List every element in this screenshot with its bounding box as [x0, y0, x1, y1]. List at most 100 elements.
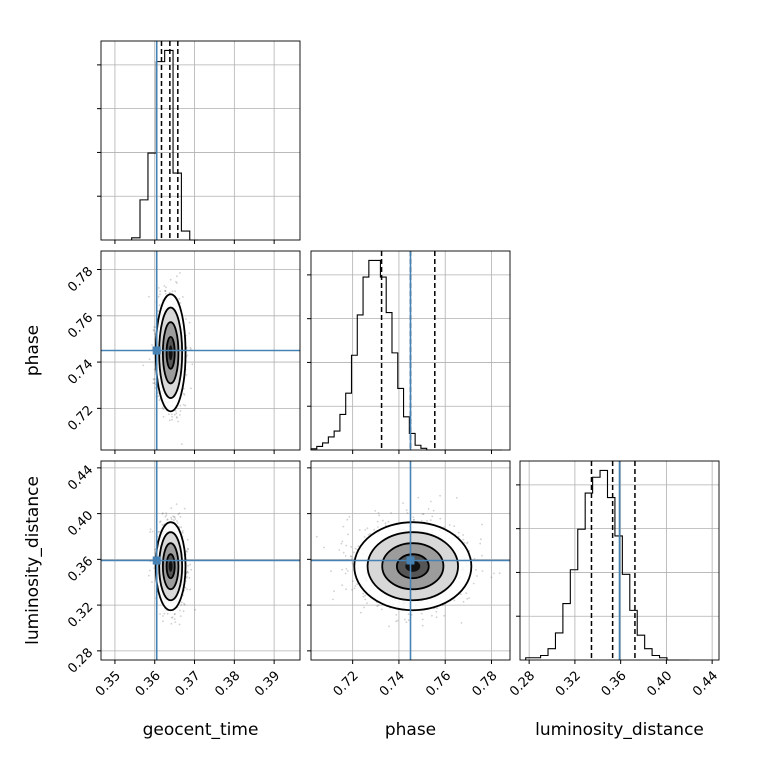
sample-point: [473, 557, 476, 560]
sample-point: [188, 321, 191, 324]
sample-point: [153, 378, 155, 381]
sample-point: [480, 538, 482, 541]
sample-point: [175, 412, 178, 415]
sample-point: [169, 278, 172, 281]
sample-point: [460, 622, 463, 624]
sample-point: [170, 518, 173, 521]
sample-point: [362, 592, 364, 595]
sample-point: [186, 550, 189, 553]
sample-point: [159, 521, 161, 524]
sample-point: [341, 584, 344, 587]
sample-point: [435, 616, 438, 619]
sample-point: [153, 329, 155, 332]
sample-point: [189, 346, 192, 349]
sample-point: [176, 522, 179, 524]
contour-line: [165, 553, 176, 580]
sample-point: [186, 538, 189, 541]
sample-point: [362, 595, 365, 598]
truth-marker: [152, 556, 161, 565]
sample-point: [188, 577, 191, 579]
joint-panel-geocent_time-phase: [97, 250, 301, 454]
sample-point: [161, 407, 164, 409]
sample-point: [342, 551, 345, 554]
contour-line: [161, 321, 180, 385]
sample-point: [413, 519, 415, 521]
sample-point: [412, 516, 415, 518]
sample-point: [351, 588, 353, 591]
sample-point: [377, 526, 379, 528]
sample-point: [149, 531, 152, 533]
sample-point: [187, 548, 190, 551]
sample-point: [429, 500, 432, 503]
sample-point: [159, 613, 162, 615]
sample-point: [498, 572, 501, 575]
sample-point: [333, 590, 335, 592]
sample-point: [351, 562, 354, 564]
sample-point: [158, 304, 161, 307]
sample-point: [185, 318, 188, 320]
sample-point: [493, 572, 495, 575]
sample-point: [439, 494, 441, 497]
sample-point: [396, 619, 399, 622]
sample-point: [190, 568, 193, 571]
sample-point: [152, 378, 155, 380]
sample-point: [190, 348, 192, 350]
sample-point: [178, 623, 181, 626]
sample-point: [180, 601, 183, 604]
sample-point: [359, 611, 362, 614]
sample-point: [179, 410, 182, 412]
sample-point: [153, 567, 156, 569]
marginal-panel-luminosity_distance: [516, 460, 720, 664]
sample-point: [157, 295, 160, 298]
sample-point: [166, 518, 169, 521]
sample-point: [163, 285, 166, 287]
sample-point: [448, 524, 451, 526]
histogram-geocent_time: [131, 49, 198, 241]
sample-point: [330, 570, 332, 573]
sample-point: [420, 520, 423, 522]
sample-point: [153, 333, 156, 335]
sample-point: [174, 518, 177, 520]
sample-point: [166, 612, 169, 615]
sample-point: [421, 624, 424, 627]
sample-point: [466, 597, 469, 600]
sample-point: [186, 588, 189, 591]
sample-point: [352, 563, 354, 566]
sample-point: [178, 512, 181, 515]
sample-point: [148, 358, 151, 361]
sample-point: [395, 620, 398, 623]
sample-point: [171, 290, 174, 292]
sample-point: [190, 387, 192, 390]
sample-point: [168, 419, 171, 422]
sample-point: [172, 515, 175, 518]
sample-point: [153, 382, 156, 384]
histogram-luminosity_distance: [525, 469, 690, 661]
contour-line: [154, 521, 187, 612]
sample-point: [183, 392, 185, 395]
contour-line: [165, 335, 176, 370]
sample-point: [373, 528, 376, 531]
x-axis-label-luminosity_distance: luminosity_distance: [535, 720, 704, 740]
sample-point: [341, 540, 344, 543]
sample-point: [173, 618, 176, 621]
sample-point: [413, 518, 415, 521]
sample-point: [338, 549, 341, 551]
contour-line: [158, 531, 184, 602]
sample-point: [186, 575, 188, 578]
sample-point: [166, 519, 168, 521]
sample-point: [165, 512, 168, 515]
sample-point: [189, 563, 192, 566]
sample-point: [179, 414, 181, 416]
sample-point: [165, 286, 167, 289]
sample-point: [163, 612, 166, 615]
sample-point: [170, 622, 173, 625]
x-axis-label-geocent_time: geocent_time: [143, 720, 259, 740]
sample-point: [348, 516, 351, 518]
sample-point: [159, 520, 162, 523]
joint-panel-geocent_time-luminosity_distance: [97, 460, 301, 664]
sample-point: [476, 575, 478, 577]
sample-point: [358, 529, 361, 531]
sample-point: [315, 535, 318, 538]
sample-point: [466, 542, 468, 545]
truth-marker: [406, 556, 415, 565]
